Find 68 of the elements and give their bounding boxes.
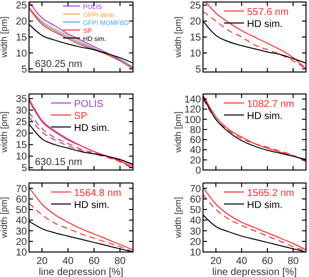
legend-label: 1082.7 nm <box>247 99 294 110</box>
y-tick-label: 50 <box>190 205 202 216</box>
y-tick-label: 10 <box>16 248 28 258</box>
legend-label: HD sim. <box>247 111 283 122</box>
y-tick-label: 30 <box>190 226 202 238</box>
legend-label: 557.6 nm <box>247 7 289 18</box>
legend-label: 1565.2 nm <box>247 188 294 199</box>
y-axis-title: width [pm] <box>173 16 183 59</box>
y-tick-label: 100 <box>184 114 202 126</box>
x-tick-label: 60 <box>88 256 100 267</box>
x-tick-label: 80 <box>114 256 126 267</box>
y-tick-label: 80 <box>190 124 202 136</box>
x-axis-title: line depression [%] <box>212 267 297 277</box>
y-tick-label: 20 <box>16 128 28 140</box>
y-tick-label: 70 <box>16 184 28 195</box>
x-tick-label: 20 <box>36 256 48 267</box>
y-tick-label: 20 <box>190 236 202 248</box>
y-tick-label: 20 <box>190 16 202 28</box>
y-tick-label: 10 <box>16 152 28 163</box>
y-tick-label: 10 <box>190 48 202 60</box>
x-tick-label: 20 <box>210 256 222 267</box>
y-tick-label: 25 <box>16 117 28 128</box>
y-tick-label: 0 <box>195 166 202 176</box>
y-tick-label: 40 <box>190 145 202 156</box>
y-tick-label: 5 <box>21 64 28 76</box>
y-tick-label: 25 <box>16 0 28 12</box>
y-tick-label: 120 <box>184 104 202 116</box>
legend-label: SP <box>74 111 88 122</box>
y-axis-title: width [pm] <box>0 111 9 154</box>
legend-label: HD sim. <box>247 19 283 30</box>
y-tick-label: 5 <box>195 64 202 76</box>
y-tick-label: 40 <box>16 216 28 227</box>
y-tick-label: 15 <box>16 140 28 152</box>
y-tick-label: 60 <box>16 194 28 206</box>
legend-label: POLIS <box>74 99 104 110</box>
annotation: 630.25 nm <box>35 59 82 70</box>
y-tick-label: 25 <box>190 0 202 12</box>
y-tick-label: 40 <box>190 216 202 227</box>
legend-label: HD sim. <box>74 123 110 134</box>
x-tick-label: 60 <box>262 256 274 267</box>
y-axis-title: width [pm] <box>0 16 9 59</box>
y-tick-label: 5 <box>21 163 28 174</box>
y-tick-label: 60 <box>190 194 202 206</box>
legend-label: 1564.8 nm <box>74 188 122 199</box>
annotation: 630.15 nm <box>35 157 82 168</box>
y-axis-title: width [pm] <box>173 196 183 240</box>
y-tick-label: 10 <box>16 48 28 60</box>
y-tick-label: 20 <box>16 236 28 248</box>
y-tick-label: 30 <box>16 226 28 238</box>
y-tick-label: 10 <box>190 248 202 258</box>
y-axis-title: width [pm] <box>0 196 9 240</box>
y-tick-label: 15 <box>16 32 28 44</box>
y-tick-label: 35 <box>16 94 28 106</box>
y-tick-label: 50 <box>16 205 28 216</box>
y-tick-label: 15 <box>190 32 202 44</box>
y-tick-label: 20 <box>190 155 202 166</box>
y-tick-label: 140 <box>184 94 202 106</box>
x-tick-label: 40 <box>236 256 248 267</box>
y-tick-label: 60 <box>190 135 202 146</box>
y-tick-label: 30 <box>16 106 28 117</box>
legend-label: HD sim. <box>74 200 110 211</box>
y-tick-label: 20 <box>16 16 28 28</box>
x-tick-label: 40 <box>62 256 74 267</box>
y-axis-title: width [pm] <box>173 111 183 154</box>
x-tick-label: 80 <box>288 256 300 267</box>
x-axis-title: line depression [%] <box>38 267 124 277</box>
y-tick-label: 70 <box>190 184 202 195</box>
legend-label: HD sim. <box>247 200 283 211</box>
